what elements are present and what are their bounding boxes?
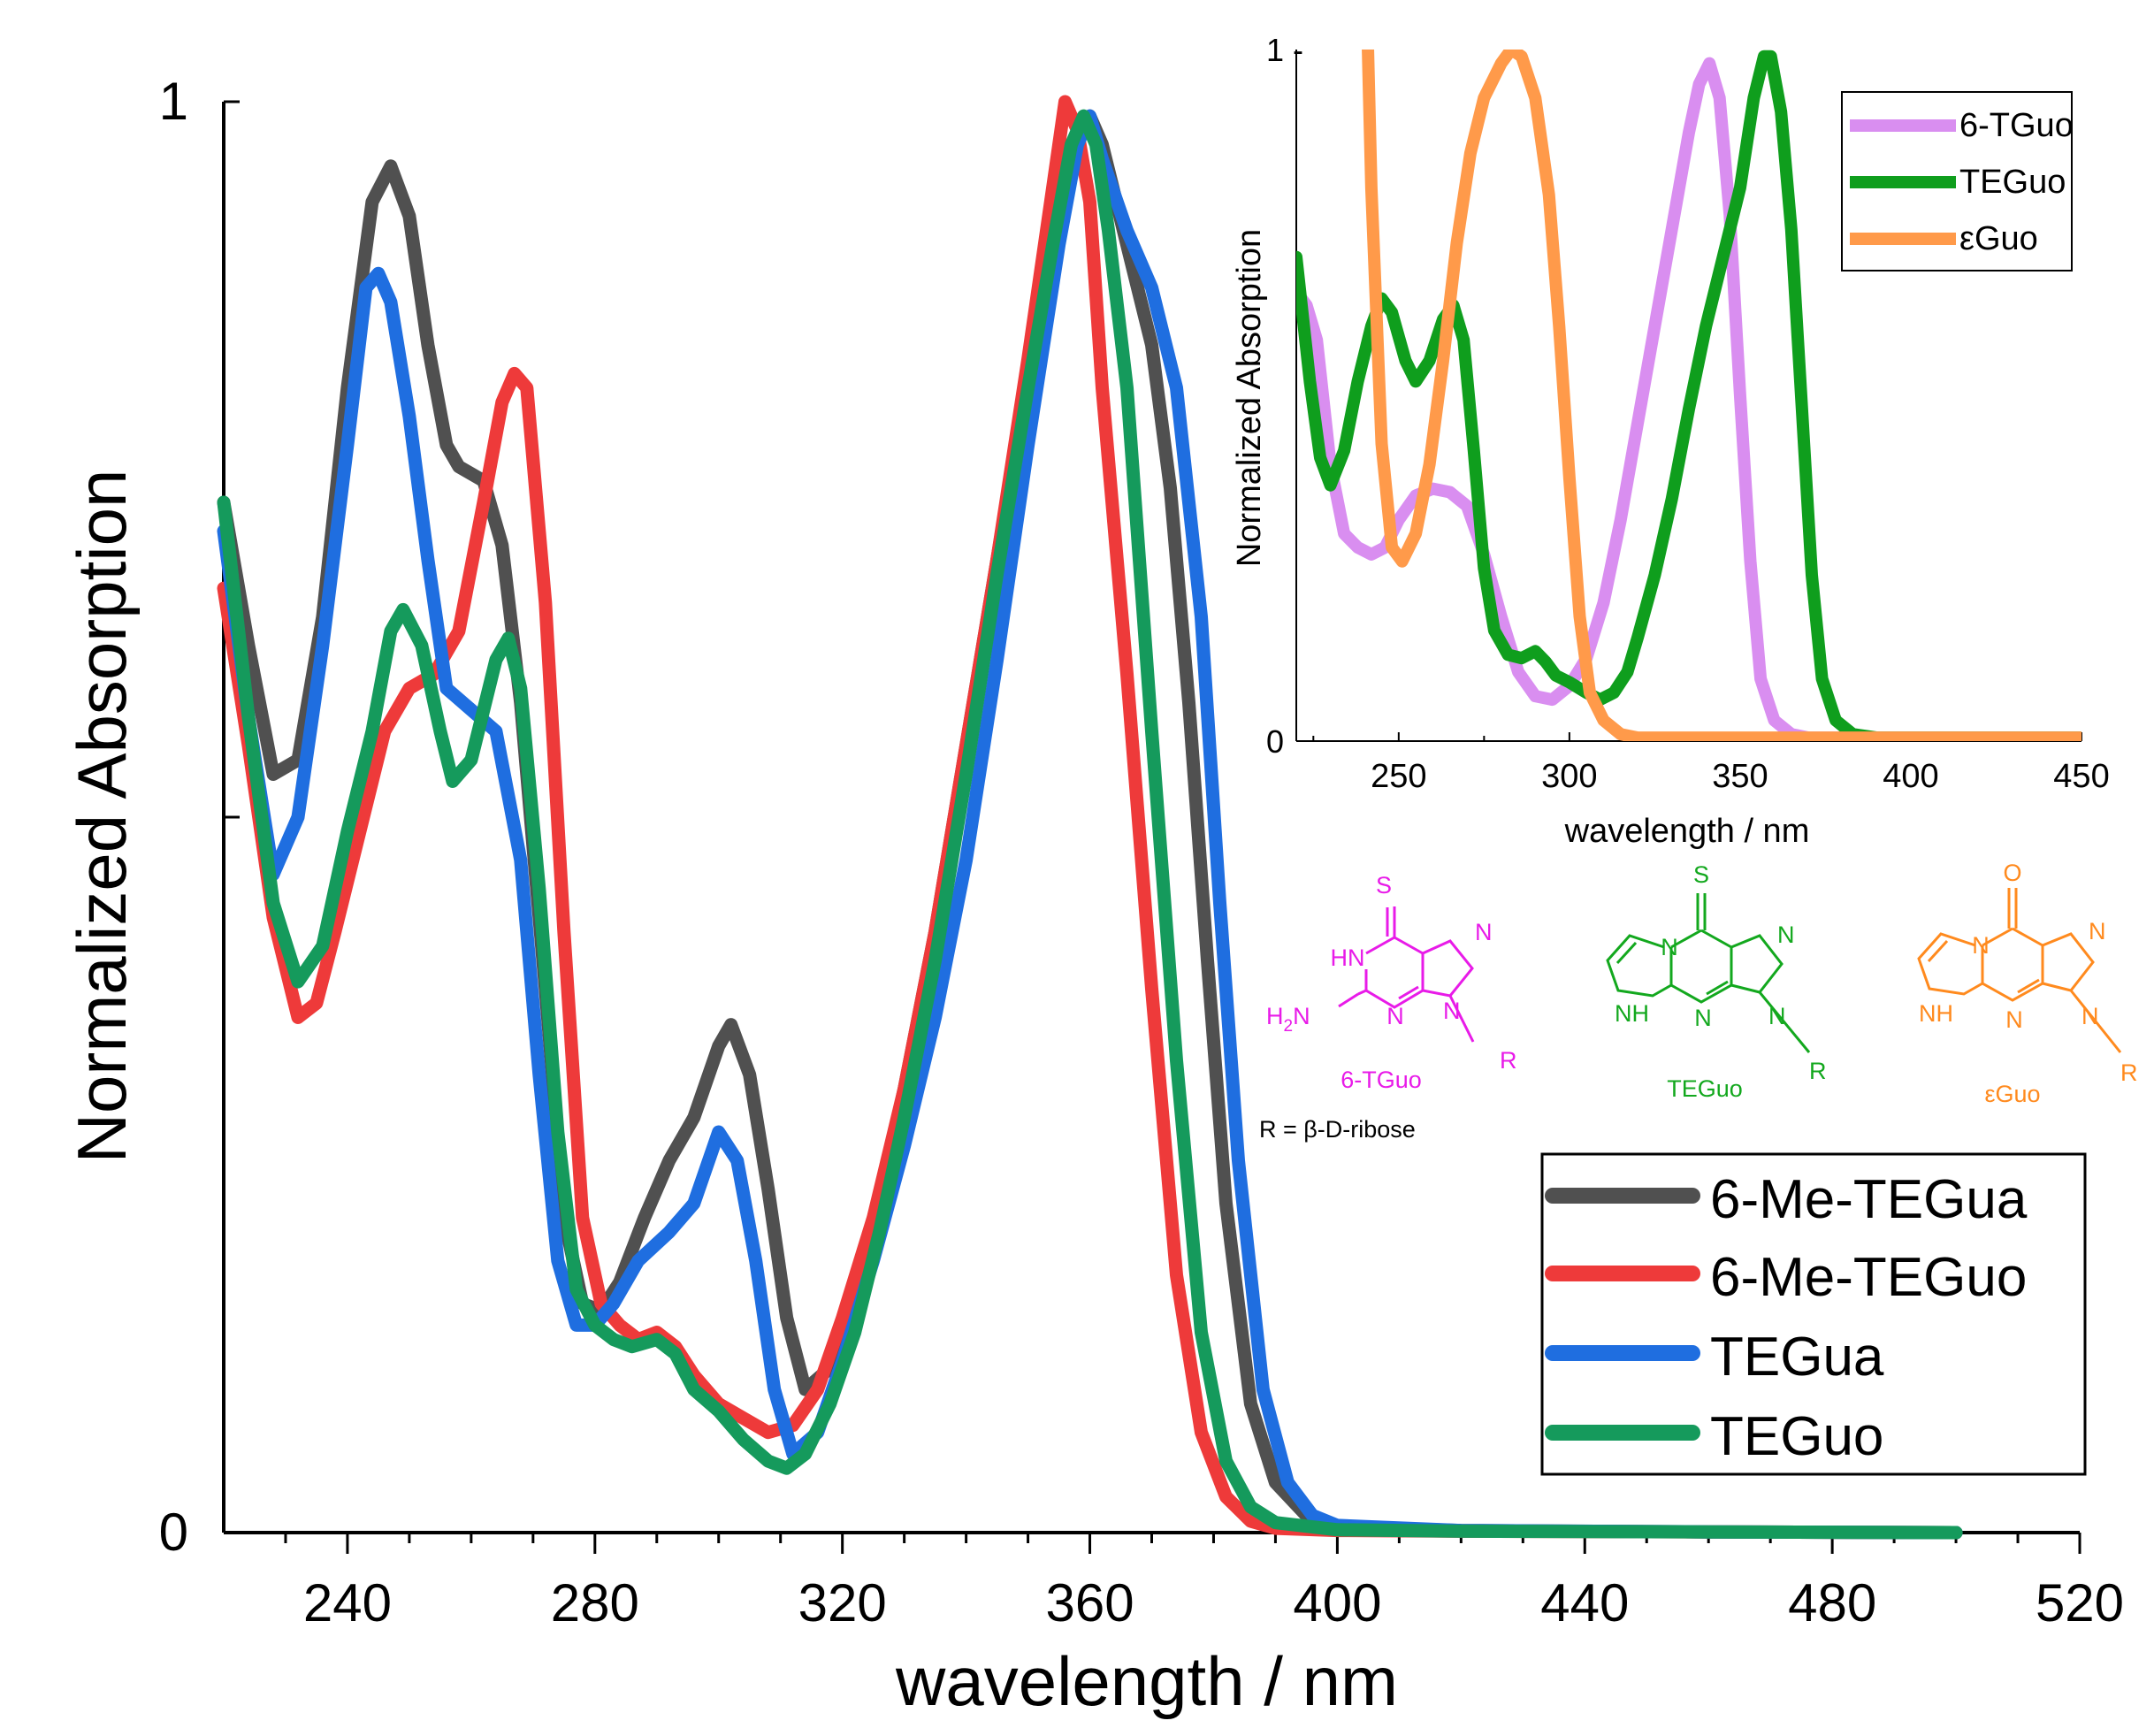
- structure-6-tguo-amine-n: N: [1293, 1003, 1310, 1029]
- main-x-axis-label: wavelength / nm: [895, 1642, 1398, 1720]
- main-series-tegua: [217, 109, 1963, 1540]
- structure-teguo-name: TEGuo: [1667, 1075, 1743, 1102]
- inset-x-tick-label: 450: [2053, 758, 2109, 795]
- inset-x-ticks: 250 300 350 400 450: [1312, 732, 2110, 795]
- main-x-tick-label: 480: [1788, 1573, 1876, 1633]
- structure-6-tguo-n9: N: [1443, 998, 1461, 1024]
- inset-legend: 6-TGuo TEGuo εGuo: [1841, 91, 2074, 271]
- inset-y-axis-label: Normalized Absorption: [1231, 229, 1268, 567]
- main-x-tick-label: 360: [1045, 1573, 1134, 1633]
- inset-series-epsguo: [1362, 50, 2081, 741]
- main-x-tick-label: 520: [2036, 1573, 2124, 1633]
- main-y-tick-label: 1: [159, 72, 188, 131]
- main-series-teguo: [217, 109, 1963, 1540]
- structure-6-tguo-bonds: [1338, 906, 1475, 1043]
- structure-teguo-n3: N: [1694, 1005, 1712, 1031]
- structure-6-tguo-amine: H2N: [1266, 1003, 1310, 1036]
- structure-eps-guo-nh: NH: [1919, 1000, 1953, 1027]
- structure-eps-guo-o-atom: O: [2003, 860, 2021, 886]
- structure-teguo-s-atom: S: [1693, 861, 1709, 888]
- main-series-6-me-teguo: [217, 95, 1963, 1540]
- inset-legend-label-epsguo: εGuo: [1959, 220, 2038, 257]
- main-series-group: [217, 95, 1963, 1540]
- inset-y-tick-label: 1 -: [1266, 32, 1303, 68]
- structure-6-tguo-s-atom: S: [1376, 872, 1392, 899]
- structure-eps-guo-n3: N: [2005, 1006, 2023, 1033]
- main-x-tick-label: 440: [1540, 1573, 1629, 1633]
- main-legend: 6-Me-TEGua 6-Me-TEGuo TEGua TEGuo: [1540, 1152, 2087, 1476]
- structure-teguo-bonds: [1606, 893, 1811, 1053]
- structure-eps-guo-n7: N: [2089, 918, 2106, 944]
- main-x-ticks: 240 280 320 360 400 440 480 520: [284, 1533, 2124, 1633]
- structure-eps-guo-n1: N: [1972, 932, 1990, 959]
- main-y-axis-label: Normalized Absorption: [63, 470, 141, 1164]
- main-legend-label-6-me-teguo: 6-Me-TEGuo: [1710, 1247, 2027, 1308]
- inset-y-ticks: 0 1 -: [1266, 32, 1303, 760]
- inset-x-tick-label: 300: [1541, 758, 1597, 795]
- inset-x-axis-label: wavelength / nm: [1564, 813, 1810, 850]
- structure-eps-guo: O N NH N N N R εGuo: [1917, 860, 2138, 1107]
- structure-teguo-nh: NH: [1615, 1000, 1649, 1027]
- inset-series-group: [1296, 50, 2081, 741]
- structure-eps-guo-name: εGuo: [1984, 1081, 2040, 1107]
- structure-eps-guo-bonds: [1917, 888, 2122, 1053]
- structure-eps-guo-n9: N: [2081, 1003, 2099, 1029]
- inset-series-6-tguo: [1296, 57, 2081, 741]
- inset-legend-label-6tguo: 6-TGuo: [1959, 107, 2074, 144]
- inset-x-tick-label: 350: [1712, 758, 1768, 795]
- main-legend-label-teguo: TEGuo: [1710, 1406, 1883, 1467]
- main-legend-label-6-me-tegua: 6-Me-TEGua: [1710, 1169, 2028, 1230]
- structure-6-tguo-amine-sub: 2: [1284, 1017, 1294, 1036]
- main-x-tick-label: 320: [798, 1573, 887, 1633]
- structure-teguo-n7: N: [1777, 922, 1795, 948]
- main-x-tick-label: 240: [303, 1573, 392, 1633]
- inset-x-tick-label: 250: [1371, 758, 1426, 795]
- inset-legend-label-teguo: TEGuo: [1959, 164, 2066, 201]
- structure-teguo-r: R: [1809, 1058, 1827, 1084]
- structure-6-tguo-name: 6-TGuo: [1341, 1067, 1422, 1093]
- structure-eps-guo-r: R: [2120, 1059, 2138, 1086]
- main-plot: 240 280 320 360 400 440 480 520 01 wavelength /…: [63, 72, 2124, 1720]
- inset-series-teguo_inset: [1296, 50, 2081, 741]
- main-legend-box: [1540, 1152, 2087, 1476]
- main-series-6-me-tegua: [217, 109, 1963, 1540]
- structure-teguo-n1: N: [1661, 934, 1678, 960]
- structure-6-tguo: S HN H2N N N N R 6-TGuo: [1266, 872, 1517, 1093]
- structure-r-definition: R = β-D-ribose: [1259, 1116, 1416, 1143]
- inset-y-tick-label: 0: [1266, 723, 1284, 760]
- inset-plot: 250 300 350 400 450 0 1 - wavelength / nm Nor…: [1231, 32, 2110, 850]
- main-x-tick-label: 280: [551, 1573, 639, 1633]
- structure-6-tguo-n3: N: [1386, 1003, 1404, 1029]
- main-x-tick-label: 400: [1293, 1573, 1381, 1633]
- structure-6-tguo-r: R: [1500, 1047, 1517, 1074]
- main-legend-label-tegua: TEGua: [1710, 1327, 1884, 1388]
- inset-x-tick-label: 400: [1883, 758, 1938, 795]
- structure-6-tguo-n7: N: [1475, 919, 1493, 945]
- main-y-ticks: 01: [159, 72, 240, 1562]
- structure-teguo-n9: N: [1768, 1003, 1786, 1029]
- structure-6-tguo-hn: HN: [1331, 944, 1365, 971]
- structure-6-tguo-amine-h: H: [1266, 1003, 1284, 1029]
- structure-teguo: S N NH N N N R TEGuo: [1606, 861, 1827, 1102]
- main-y-tick-label: 0: [159, 1503, 188, 1562]
